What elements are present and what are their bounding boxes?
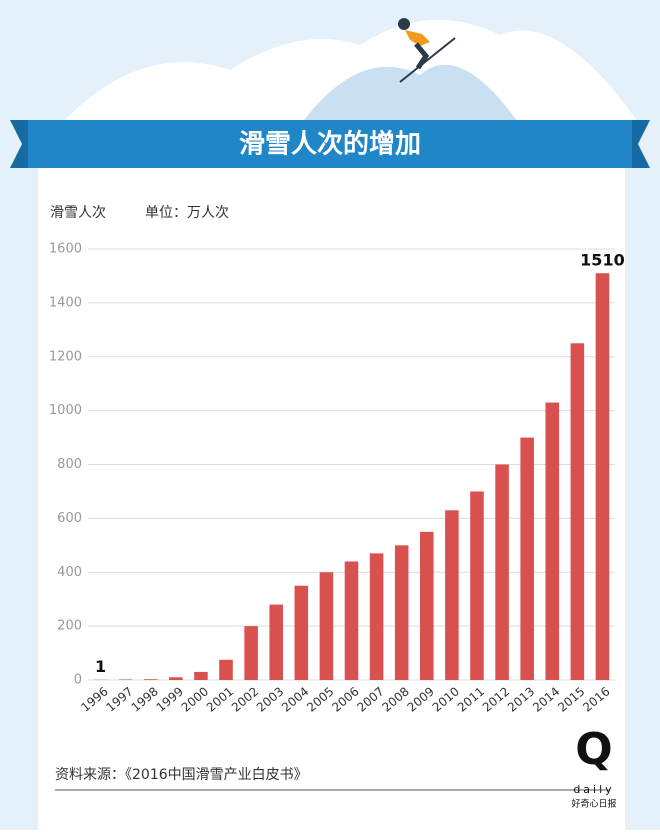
bar [119, 679, 133, 680]
panel [38, 160, 625, 830]
bar [320, 572, 334, 680]
y-tick-label: 1600 [49, 242, 82, 257]
logo-mark: Q [575, 724, 612, 775]
y-tick-label: 0 [74, 673, 82, 688]
y-tick-label: 1400 [49, 295, 82, 310]
y-tick-label: 200 [57, 619, 82, 634]
bar [370, 553, 384, 680]
value-label: 1 [95, 657, 106, 676]
bar [445, 510, 459, 680]
y-axis-label: 滑雪人次 [50, 204, 106, 221]
bar [169, 677, 183, 680]
bar [395, 545, 409, 680]
bar [470, 491, 484, 680]
bar [545, 403, 559, 680]
source: 资料来源：《2016中国滑雪产业白皮书》 [55, 766, 308, 783]
value-label: 1510 [580, 251, 625, 270]
logo-word: daily [573, 783, 614, 796]
bar [194, 672, 208, 680]
bar [420, 532, 434, 680]
bar [520, 438, 534, 680]
chart-title: 滑雪人次的增加 [239, 129, 421, 160]
bar [295, 586, 309, 680]
y-tick-label: 1000 [49, 403, 82, 418]
bar [571, 343, 585, 680]
bar [269, 605, 283, 680]
bar [495, 465, 509, 681]
bar [345, 561, 359, 680]
bar [596, 273, 610, 680]
y-tick-label: 600 [57, 511, 82, 526]
y-tick-label: 400 [57, 565, 82, 580]
y-tick-label: 800 [57, 457, 82, 472]
bar [219, 660, 233, 680]
bar [144, 679, 158, 680]
bar [244, 626, 258, 680]
unit-label: 单位：万人次 [145, 205, 229, 221]
logo-tagline: 好奇心日报 [571, 798, 616, 810]
y-tick-label: 1200 [49, 349, 82, 364]
